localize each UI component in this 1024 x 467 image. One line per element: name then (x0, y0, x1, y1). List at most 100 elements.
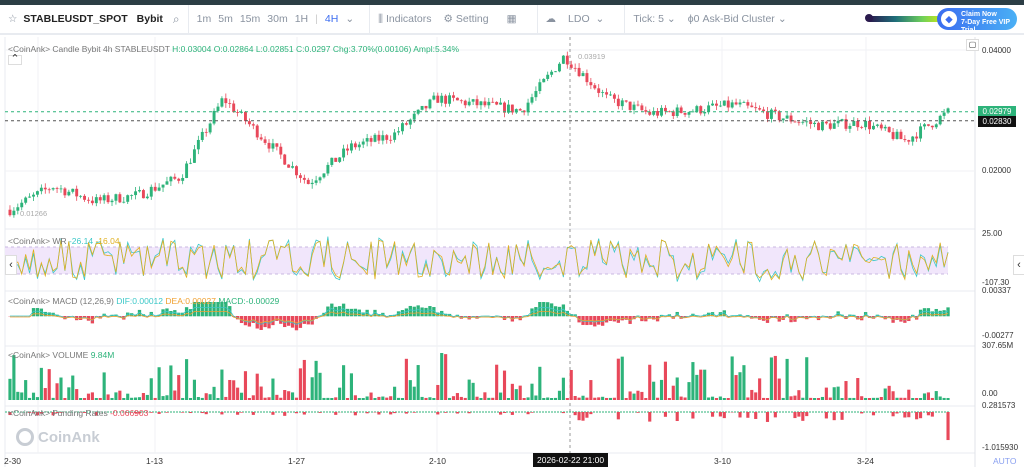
indicators-icon: ⫼ (378, 12, 383, 25)
volume-bar (357, 397, 361, 400)
macd-histogram-bar (35, 308, 40, 317)
macd-histogram-bar (192, 302, 197, 317)
funding-bar (302, 412, 306, 415)
volume-bar (593, 397, 597, 400)
candle-body (899, 131, 903, 140)
volume-bar (318, 372, 322, 400)
volume-bar (420, 396, 424, 400)
volume-bar (369, 392, 373, 400)
volume-bar (322, 397, 326, 400)
chart-canvas[interactable] (0, 37, 1024, 467)
candle-body (762, 109, 766, 112)
volume-bar (608, 397, 613, 400)
volume-bar (330, 397, 334, 400)
candle-body (189, 162, 192, 164)
volume-bar (247, 397, 251, 400)
funding-bar (188, 412, 193, 414)
timeframe-chevron-icon[interactable]: ⌄ (345, 13, 355, 25)
tf-4h[interactable]: 4H (324, 13, 339, 25)
tf-1h[interactable]: 1H (294, 13, 309, 25)
volume-bar (750, 389, 754, 400)
candle-body (801, 121, 805, 123)
candle-body (12, 210, 16, 216)
ask-bid-cluster-select[interactable]: ϕ0 Ask-Bid Cluster ⌄ (687, 13, 787, 25)
tf-1m[interactable]: 1m (196, 13, 212, 25)
volume-bar (173, 390, 177, 400)
volume-bar (495, 364, 499, 400)
volume-bar (275, 394, 279, 400)
auto-scale-button[interactable]: AUTO (993, 456, 1017, 466)
volume-bar (86, 393, 91, 400)
candle-body (836, 120, 840, 124)
favorite-star-icon[interactable]: ☆ (8, 13, 18, 25)
candle-body (216, 106, 220, 111)
volume-bar (656, 397, 660, 400)
volume-bar (557, 390, 562, 400)
claim-vip-button[interactable]: ◆ Claim Now 7-Day Free VIP Trial (937, 8, 1017, 34)
legend-change: Chg:3.70%(0.00106) (332, 44, 412, 54)
volume-bar (620, 356, 624, 400)
macd-histogram-bar (428, 306, 432, 317)
volume-bar (114, 392, 118, 400)
setting-button[interactable]: ⚙ Setting (444, 13, 489, 25)
volume-bar (871, 397, 876, 400)
volume-bar (28, 397, 32, 400)
candle-body (526, 102, 530, 113)
candle-body (452, 95, 455, 98)
collapse-legend-button[interactable]: ⌃ (8, 54, 22, 65)
volume-bar (271, 378, 275, 400)
funding-bar (318, 412, 322, 413)
funding-bar (94, 412, 98, 416)
candle-body (907, 140, 911, 142)
indicators-button[interactable]: ⫼ Indicators (378, 13, 431, 26)
volume-bar (628, 391, 632, 400)
candle-body (314, 180, 318, 183)
tf-15m[interactable]: 15m (239, 13, 261, 25)
search-icon[interactable]: ⌕ (172, 11, 180, 26)
candle-body (506, 104, 510, 113)
layout-grid-icon[interactable]: ▦ (506, 13, 517, 25)
candle-body (185, 163, 189, 178)
candle-body (32, 194, 35, 197)
scroll-left-button[interactable]: ‹ (5, 255, 17, 275)
volume-axis-top: 307.65M (982, 341, 1014, 350)
symbol-name[interactable]: STABLEUSDT_SPOT (23, 13, 128, 25)
candle-body (609, 94, 612, 96)
macd-histogram-bar (538, 302, 542, 317)
tf-30m[interactable]: 30m (267, 13, 288, 25)
wr-value2: -16.04 (95, 236, 120, 246)
candle-body (895, 131, 899, 139)
candle-body (302, 177, 306, 180)
macd-histogram-bar (338, 306, 342, 317)
candle-body (805, 121, 809, 123)
funding-bar (585, 412, 589, 418)
candle-body (550, 71, 554, 75)
funding-bar (8, 412, 12, 416)
expand-right-panel-button[interactable]: ‹ (1013, 255, 1024, 275)
candle-body (852, 120, 856, 126)
tick-select[interactable]: 5 ⌄ (658, 13, 676, 25)
candle-body (165, 181, 169, 185)
volume-bar (640, 391, 644, 400)
screenshot-icon[interactable]: ▢ (966, 39, 979, 51)
volume-bar (283, 390, 287, 400)
ldo-select[interactable]: LDO ⌄ (568, 13, 605, 25)
candle-body (236, 112, 240, 113)
tf-5m[interactable]: 5m (218, 13, 233, 25)
candle-body (220, 98, 224, 107)
candle-body (381, 135, 385, 141)
volume-bar (224, 396, 228, 400)
macd-axis-bottom: -0.00277 (982, 331, 1014, 340)
volume-bar (16, 391, 20, 400)
candle-body (397, 131, 400, 133)
macd-histogram-bar (353, 308, 358, 317)
candle-body (612, 94, 616, 99)
volume-bar (734, 375, 738, 400)
candle-body (192, 149, 196, 163)
legend-high: H:0.03004 (172, 44, 212, 54)
cloud-icon[interactable]: ☁ (545, 13, 557, 25)
volume-bar (644, 397, 648, 400)
candle-body (522, 110, 526, 113)
volume-bar (738, 372, 742, 400)
candle-body (514, 109, 518, 113)
